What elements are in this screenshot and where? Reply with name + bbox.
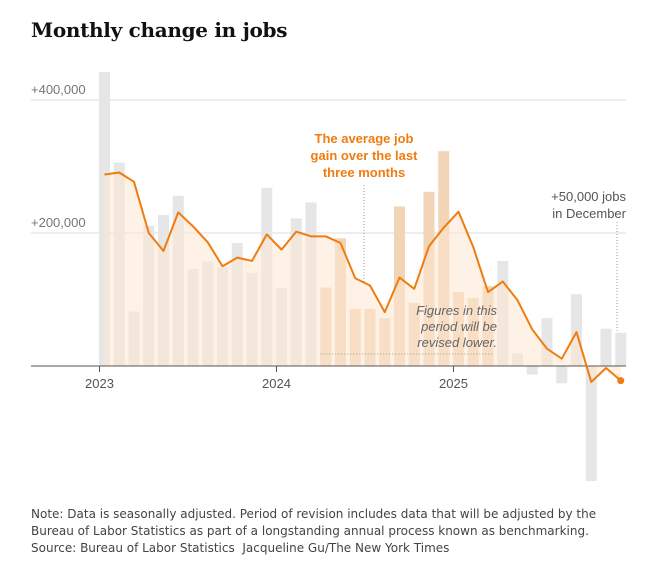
average-area <box>104 172 621 382</box>
y-tick-label: +400,000 <box>31 82 86 97</box>
average-line <box>104 171 622 383</box>
bar <box>585 366 597 482</box>
x-tick-label: 2023 <box>85 376 114 391</box>
byline: Jacqueline Gu/The New York Times <box>242 541 450 555</box>
december-annotation-line: +50,000 jobs <box>551 189 626 204</box>
bar <box>541 318 553 366</box>
bar <box>526 366 538 375</box>
x-tick-label: 2024 <box>262 376 291 391</box>
chart-title: Monthly change in jobs <box>31 18 288 42</box>
annotations: The average job gain over the last three m… <box>311 131 627 355</box>
y-tick-label: +200,000 <box>31 215 86 230</box>
revision-annotation-line: period will be <box>420 319 497 334</box>
bar <box>571 294 582 366</box>
bar <box>615 332 627 366</box>
revision-annotation-line: revised lower. <box>417 335 497 350</box>
average-annotation-line: gain over the last <box>311 148 419 163</box>
last-point-dot <box>617 377 625 385</box>
jobs-chart: +400,000 +200,000 2023 2024 2025 The average… <box>31 72 627 482</box>
average-annotation-line: The average job <box>315 131 414 146</box>
december-annotation-line: in December <box>552 206 626 221</box>
bar <box>600 328 612 366</box>
axis-ticks: +400,000 +200,000 2023 2024 2025 <box>31 82 625 391</box>
average-annotation-line: three months <box>323 165 405 180</box>
bar <box>556 366 568 384</box>
revision-annotation-line: Figures in this <box>416 303 497 318</box>
note-text: Note: Data is seasonally adjusted. Perio… <box>31 507 597 555</box>
x-tick-label: 2025 <box>439 376 468 391</box>
footnote: Note: Data is seasonally adjusted. Perio… <box>31 506 627 557</box>
